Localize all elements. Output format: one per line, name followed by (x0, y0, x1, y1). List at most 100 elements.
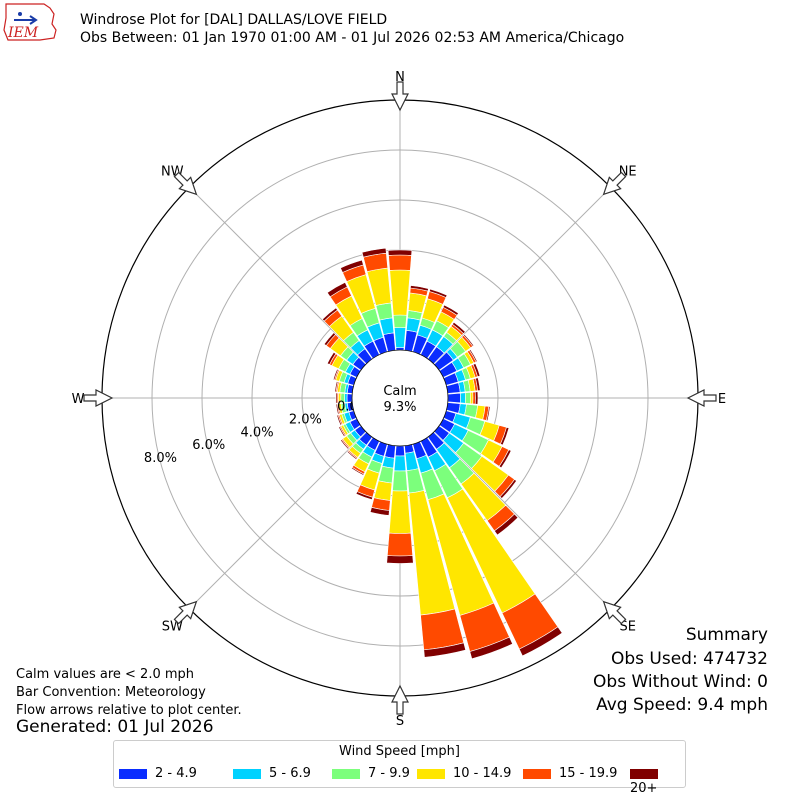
calm-value: 9.3% (383, 400, 416, 415)
windrose-bar-segment (361, 247, 387, 258)
radial-tick-label: 4.0% (241, 425, 274, 440)
calm-note: Calm values are < 2.0 mph (16, 667, 195, 682)
flow-arrow-icon (391, 684, 409, 715)
legend-item: 7 - 9.9 (332, 766, 410, 781)
chart-subtitle: Obs Between: 01 Jan 1970 01:00 AM - 01 J… (80, 30, 625, 46)
windrose-bar-segment (387, 249, 413, 256)
windrose-bar-segment (406, 317, 421, 333)
windrose-bar-segment (387, 532, 413, 557)
generated-date: Generated: 01 Jul 2026 (16, 717, 214, 737)
legend-label: 15 - 19.9 (559, 766, 618, 781)
legend-item: 15 - 19.9 (523, 766, 617, 781)
windrose-bar-segment (340, 439, 350, 450)
direction-label: SE (619, 620, 635, 635)
windrose-bar-segment (393, 314, 407, 329)
windrose-bar-segment (351, 466, 365, 476)
legend-item: 20+ (630, 766, 685, 796)
windrose-bar-segment (472, 363, 481, 377)
windrose-bar-segment (338, 426, 346, 438)
flow-arrow-icon (602, 171, 627, 196)
windrose-bar-segment (464, 392, 471, 404)
legend-label: 20+ (630, 781, 658, 796)
flow-arrow-icon (173, 600, 198, 625)
windrose-bar-segment (323, 332, 336, 346)
summary-obs-without-wind: Obs Without Wind: 0 (593, 672, 768, 692)
windrose-bar-segment (336, 414, 342, 426)
chart-title: Windrose Plot for [DAL] DALLAS/LOVE FIEL… (80, 12, 388, 28)
legend-item: 5 - 6.9 (233, 766, 311, 781)
direction-label: SW (162, 620, 183, 635)
windrose-bar-segment (334, 381, 339, 393)
windrose-bar-segment (355, 491, 374, 501)
iem-logo: IEM (3, 3, 57, 41)
windrose-bar-segment (369, 506, 390, 516)
windrose-bar-segment (335, 403, 340, 415)
windrose-bar-segment (452, 321, 466, 334)
windrose-bar-segment (498, 449, 512, 469)
windrose-bar-segment (447, 392, 461, 404)
windrose-bar-segment (410, 285, 429, 292)
flow-arrow-icon (602, 600, 627, 625)
windrose-bar-segment (442, 304, 459, 316)
flow-arrow-icon (173, 171, 198, 196)
grid-spoke (188, 186, 367, 365)
summary-heading: Summary (685, 625, 768, 645)
svg-text:IEM: IEM (7, 25, 39, 41)
flow-arrow-note: Flow arrows relative to plot center. (16, 703, 242, 718)
grid-spoke (188, 431, 367, 610)
direction-label: E (718, 392, 726, 407)
legend-swatch (119, 768, 147, 779)
windrose-bar-segment (335, 392, 338, 404)
legend-item: 10 - 14.9 (417, 766, 511, 781)
windrose-bar-segment (486, 406, 491, 422)
windrose-bar-segment (494, 513, 519, 536)
legend-item: 2 - 4.9 (119, 766, 197, 781)
windrose-bar-segment (373, 480, 393, 501)
windrose-bar-segment (326, 351, 337, 365)
radial-tick-label: 8.0% (144, 451, 177, 466)
legend-label: 10 - 14.9 (453, 766, 512, 781)
flow-arrow-icon (391, 81, 409, 112)
windrose-bar-segment (326, 281, 348, 298)
windrose-bar-segment (332, 368, 339, 381)
windrose-bar-segment (395, 445, 405, 457)
grid-spoke (433, 431, 612, 610)
radial-tick-label: 6.0% (192, 438, 225, 453)
legend-label: 2 - 4.9 (155, 766, 197, 781)
windrose-bar-segment (393, 455, 407, 472)
direction-label: W (72, 392, 85, 407)
windrose-bar-segment (499, 478, 517, 499)
windrose-bar-segment (386, 555, 414, 564)
summary-obs-used: Obs Used: 474732 (610, 649, 768, 669)
windrose-bar-segment (500, 426, 510, 446)
windrose-bar-segment (428, 288, 448, 298)
windrose-bar-segment (474, 391, 479, 405)
windrose-bar-segment (468, 349, 478, 363)
legend-swatch (417, 768, 445, 779)
direction-label: N (395, 70, 405, 85)
bar-convention-note: Bar Convention: Meteorology (16, 685, 206, 700)
windrose-bar-segment (420, 608, 465, 651)
windrose-bar-segment (518, 626, 563, 657)
windrose-bar-segment (340, 259, 364, 273)
windrose-bar-segment (475, 377, 481, 391)
windrose-bar-segment (394, 327, 406, 348)
direction-label: S (396, 714, 404, 729)
windrose-bar-segment (463, 334, 475, 347)
legend-label: 7 - 9.9 (368, 766, 410, 781)
windrose-bar-segment (388, 254, 412, 271)
legend-label: 5 - 6.9 (269, 766, 311, 781)
windrose-bar-segment (389, 269, 411, 316)
flow-arrow-icon (686, 389, 717, 407)
windrose-bar-segment (407, 292, 427, 314)
flow-arrow-icon (83, 389, 114, 407)
legend-swatch (630, 768, 658, 779)
grid-spoke (433, 186, 612, 365)
calm-label: Calm (383, 384, 416, 399)
windrose-bar-segment (392, 470, 408, 492)
windrose-bar-segment (321, 307, 338, 322)
calm-circle (351, 349, 449, 447)
legend-swatch (523, 768, 551, 779)
wind-speed-legend: Wind Speed [mph] 2 - 4.9 5 - 6.9 7 - 9.9 10… (113, 740, 686, 796)
